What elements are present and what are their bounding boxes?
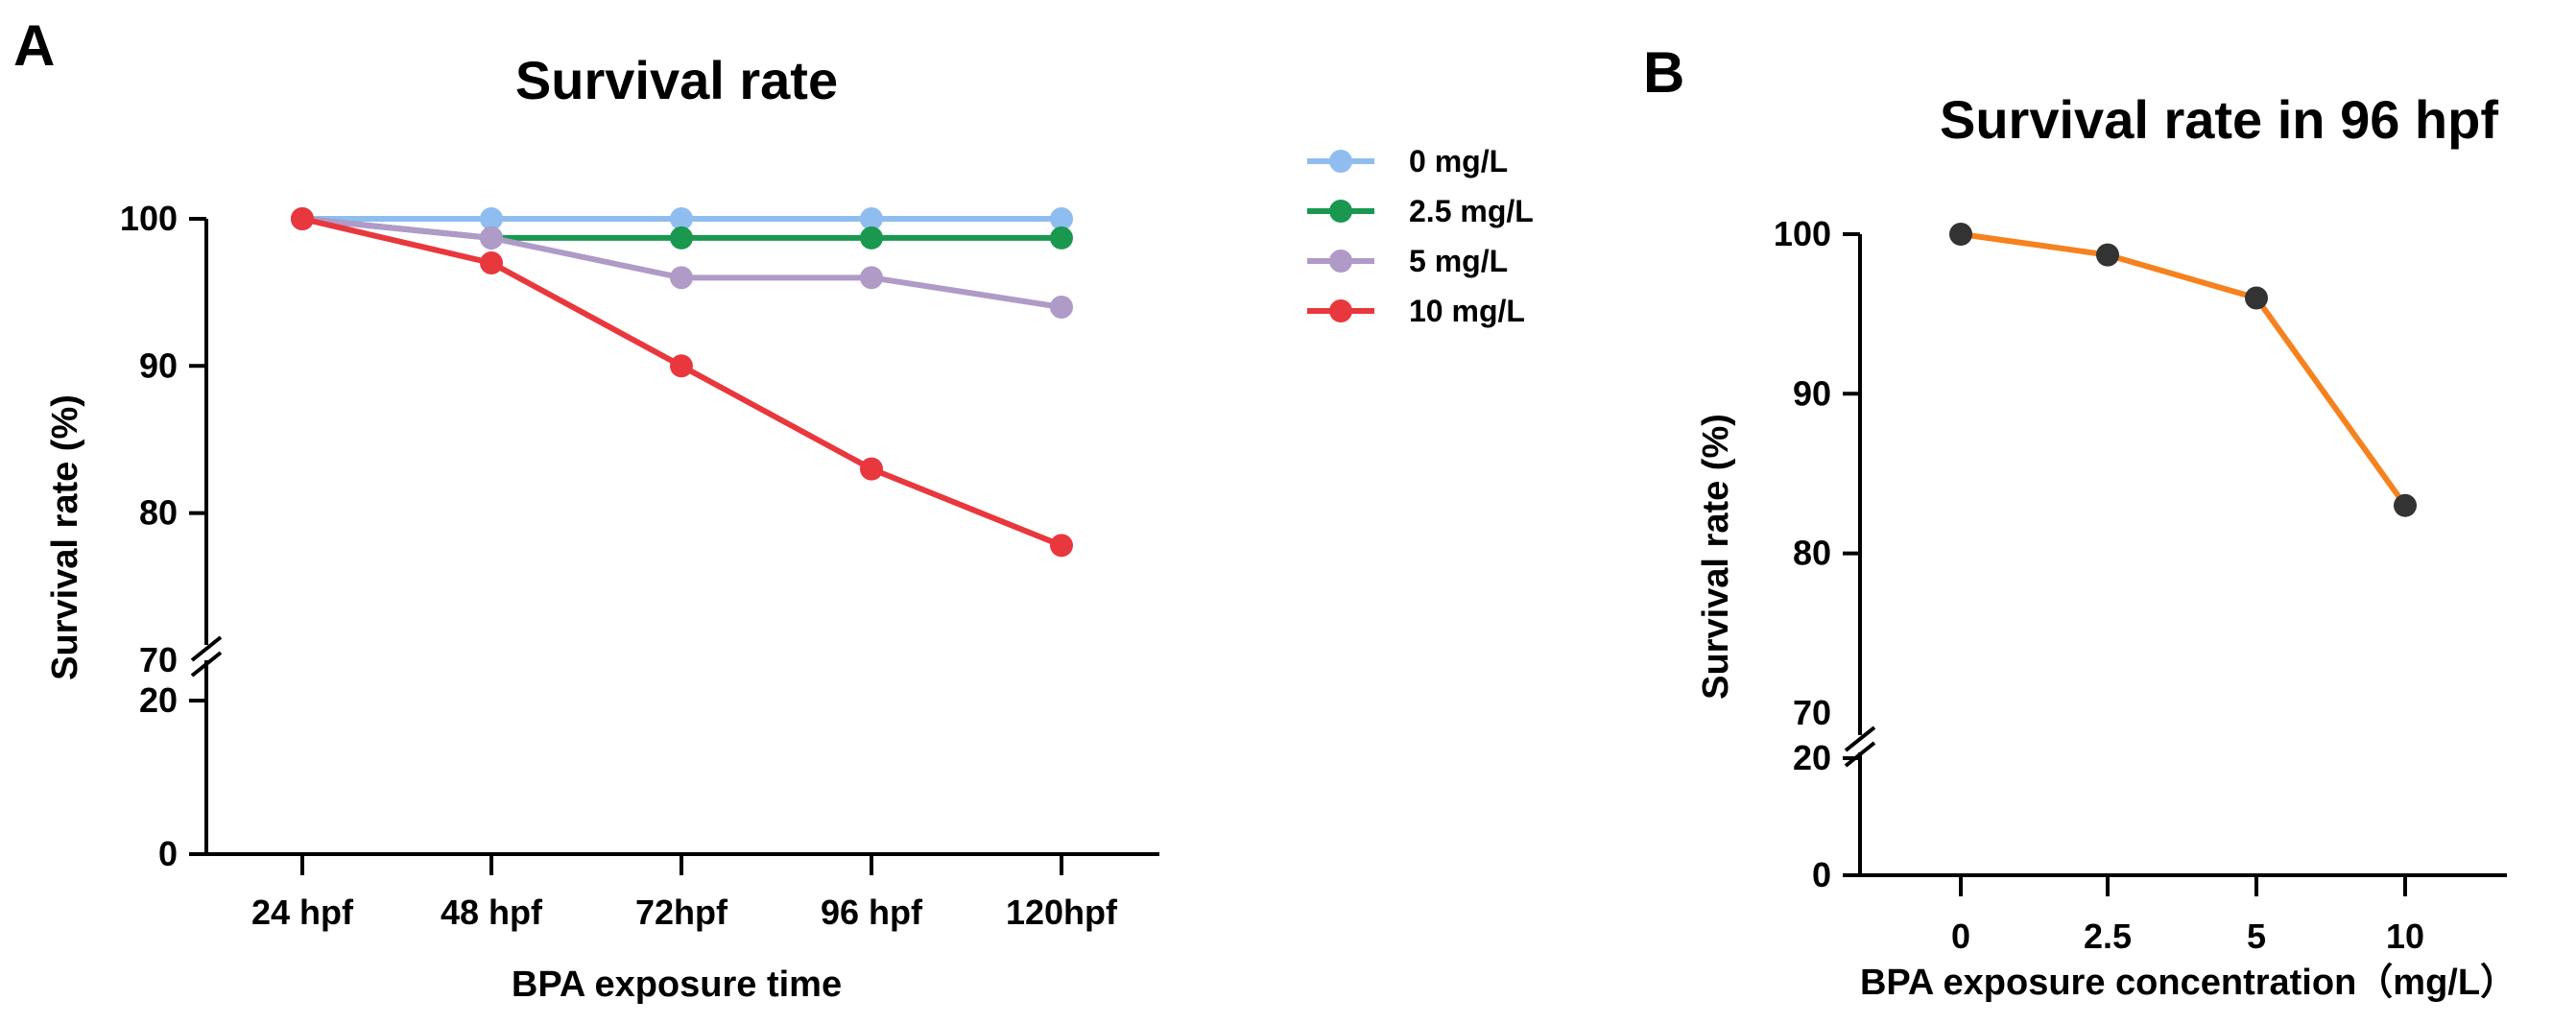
panel-a-x-tick-label: 72hpf [635,893,728,932]
legend-swatch-marker [1329,150,1352,173]
panel-a-data-point-5-mg-l [670,266,693,290]
panel-a-data-point-0-mg-l [860,207,883,230]
panel-b-x-tick-label: 2.5 [2084,917,2132,956]
panel-a-legend: 0 mg/L 2.5 mg/L 5 mg/L 10 mg/L [1307,144,1534,328]
panel-a-x-tick-label: 96 hpf [821,893,923,932]
panel-a-data-point-0-mg-l [1050,207,1073,230]
panel-a-title: Survival rate [515,50,838,110]
legend-label: 5 mg/L [1409,244,1508,278]
panel-a-data-point-10-mg-l [291,207,314,230]
panel-b-y-axis-label: Survival rate (%) [1696,414,1736,700]
panel-b-x-tick-label: 5 [2247,917,2266,956]
panel-a-axis-break-mark [190,635,223,662]
panel-a-letter: A [13,13,55,78]
legend-label: 0 mg/L [1409,144,1508,179]
legend-swatch-marker [1329,200,1352,223]
panel-b-title: Survival rate in 96 hpf [1940,89,2498,150]
panel-b-series-line-96-hpf [1960,231,2408,508]
panel-b-axis-break-mark [1844,741,1876,768]
panel-a-data-point-2-5-mg-l [860,226,883,250]
panel-a-x-tick-label: 48 hpf [441,893,543,932]
panel-b-y-tick-label: 20 [1793,738,1831,777]
legend-label: 2.5 mg/L [1409,194,1534,228]
panel-a-data-point-5-mg-l [860,266,883,290]
panel-b-letter: B [1643,40,1684,105]
panel-a-data-point-0-mg-l [670,207,693,230]
panel-b-x-tick-label: 10 [2386,917,2424,956]
panel-a-x-tick-label: 24 hpf [251,893,354,932]
panel-a-data-point-0-mg-l [480,207,503,230]
panel-a-y-tick-label: 90 [139,345,178,385]
panel-b-y-tick-label: 70 [1793,693,1831,732]
panel-b-x-axis-label: BPA exposure concentration（mg/L） [1860,963,2516,1003]
panel-a-data-point-2-5-mg-l [670,226,693,250]
legend-swatch-marker [1329,250,1352,273]
panel-b-x-tick-label: 0 [1951,917,1970,956]
panel-a-axis-break-mark [190,651,223,678]
panel-b-y-tick-label: 0 [1812,855,1831,894]
panel-b-data-point-96-hpf [2245,286,2268,310]
panel-a-x-tick-label: 120hpf [1006,893,1118,932]
panel-a-y-tick-label: 70 [139,640,178,679]
panel-b-y-tick-label: 100 [1774,214,1831,253]
panel-a-data-point-10-mg-l [860,457,883,481]
panel-b-data-point-96-hpf [2096,243,2119,267]
panel-a-data-point-10-mg-l [670,354,693,378]
panel-b-axis-break-mark [1844,726,1876,752]
panel-a-data-point-5-mg-l [1050,295,1073,319]
panel-a-y-tick-label: 0 [158,834,178,873]
panel-a-y-tick-label: 100 [120,199,178,238]
panel-b-data-point-96-hpf [2394,493,2417,517]
panel-b: B Survival rate in 96 hpf BPA exposure c… [1643,40,2516,1003]
panel-a-data-point-5-mg-l [480,226,503,250]
legend-label: 10 mg/L [1409,294,1525,328]
panel-a-y-tick-label: 20 [139,680,178,720]
panel-a-y-tick-label: 80 [139,493,178,533]
panel-a-data-point-10-mg-l [1050,534,1073,558]
panel-b-data-point-96-hpf [1949,223,1972,246]
panel-a-data-point-10-mg-l [480,250,503,274]
panel-b-y-tick-label: 80 [1793,534,1831,573]
panel-a-x-axis-label: BPA exposure time [512,964,842,1005]
panel-a: A Survival rate BPA exposure time Surviv… [13,13,1534,1005]
panel-b-y-tick-label: 90 [1793,373,1831,413]
legend-swatch-marker [1329,299,1352,322]
panel-a-data-point-2-5-mg-l [1050,226,1073,250]
panel-a-y-axis-label: Survival rate (%) [45,394,85,680]
